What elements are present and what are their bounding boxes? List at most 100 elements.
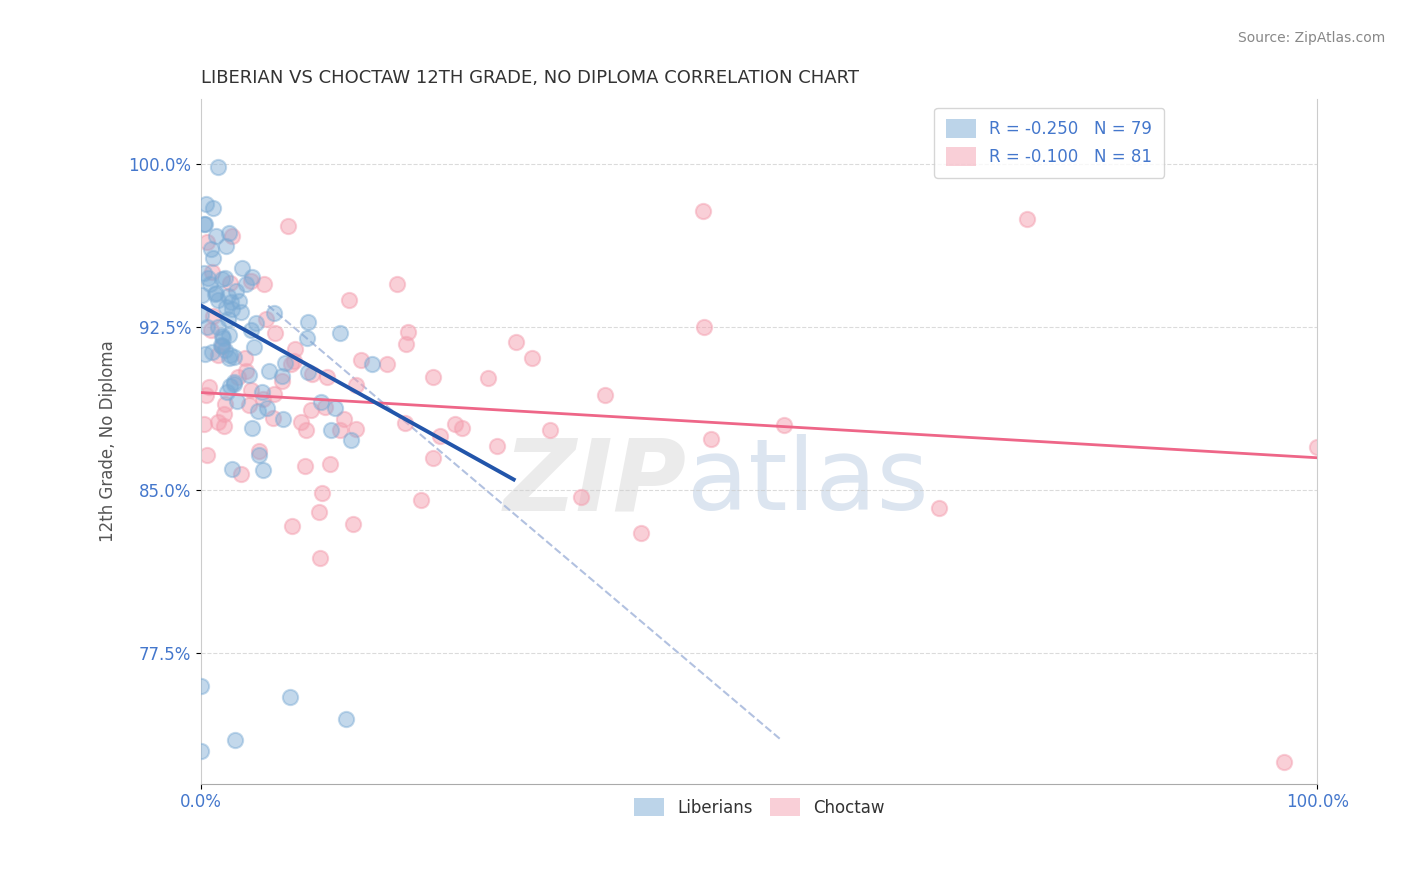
Point [395, 337, 418, 351]
Point [295, 331, 318, 345]
Point [218, 277, 240, 291]
Point [197, 319, 219, 334]
Point [218, 226, 240, 240]
Point [451, 421, 474, 435]
Point [229, 467, 252, 482]
Text: atlas: atlas [686, 434, 928, 531]
Point [190, 309, 212, 323]
Point [281, 519, 304, 533]
Point [198, 380, 221, 394]
Point [197, 271, 219, 285]
Point [277, 219, 299, 234]
Point [201, 201, 224, 215]
Y-axis label: 12th Grade, No Diploma: 12th Grade, No Diploma [100, 341, 117, 542]
Point [429, 429, 451, 443]
Point [411, 492, 433, 507]
Point [309, 395, 332, 409]
Point [256, 401, 278, 416]
Point [254, 311, 277, 326]
Point [242, 421, 264, 435]
Legend: Liberians, Choctaw: Liberians, Choctaw [627, 792, 891, 823]
Point [193, 266, 215, 280]
Point [349, 353, 371, 368]
Point [246, 404, 269, 418]
Point [238, 398, 260, 412]
Point [207, 320, 229, 334]
Point [211, 339, 233, 353]
Text: ZIP: ZIP [503, 434, 686, 531]
Point [191, 288, 214, 302]
Point [221, 301, 243, 316]
Point [240, 384, 263, 398]
Point [297, 315, 319, 329]
Point [204, 285, 226, 300]
Point [195, 388, 218, 402]
Point [214, 270, 236, 285]
Point [217, 289, 239, 303]
Point [245, 316, 267, 330]
Point [273, 412, 295, 426]
Text: Source: ZipAtlas.com: Source: ZipAtlas.com [1237, 31, 1385, 45]
Point [308, 505, 330, 519]
Point [928, 501, 950, 516]
Point [239, 323, 262, 337]
Point [340, 433, 363, 447]
Point [235, 364, 257, 378]
Point [314, 400, 336, 414]
Point [375, 357, 398, 371]
Point [193, 417, 215, 432]
Point [194, 347, 217, 361]
Point [211, 339, 233, 353]
Point [284, 342, 307, 356]
Point [218, 348, 240, 362]
Point [630, 525, 652, 540]
Point [311, 486, 333, 500]
Point [211, 331, 233, 345]
Point [247, 449, 270, 463]
Point [422, 450, 444, 465]
Point [209, 337, 232, 351]
Point [385, 277, 408, 292]
Point [444, 417, 467, 432]
Point [335, 712, 357, 726]
Point [699, 432, 721, 446]
Point [224, 351, 246, 365]
Point [297, 365, 319, 379]
Point [1272, 755, 1295, 769]
Point [214, 397, 236, 411]
Point [193, 217, 215, 231]
Point [201, 344, 224, 359]
Point [257, 364, 280, 378]
Point [394, 416, 416, 430]
Point [263, 306, 285, 320]
Point [344, 422, 367, 436]
Point [205, 229, 228, 244]
Point [294, 458, 316, 473]
Point [228, 293, 250, 308]
Point [217, 311, 239, 326]
Point [238, 368, 260, 382]
Point [342, 516, 364, 531]
Point [299, 403, 322, 417]
Point [263, 387, 285, 401]
Point [231, 260, 253, 275]
Point [197, 449, 219, 463]
Point [240, 270, 263, 285]
Point [201, 309, 224, 323]
Point [280, 690, 302, 704]
Point [225, 284, 247, 298]
Point [308, 550, 330, 565]
Point [193, 217, 215, 231]
Point [247, 444, 270, 458]
Point [224, 733, 246, 747]
Point [198, 277, 221, 291]
Point [243, 340, 266, 354]
Point [211, 272, 233, 286]
Point [280, 357, 302, 371]
Point [250, 385, 273, 400]
Point [200, 242, 222, 256]
Point [692, 204, 714, 219]
Point [190, 744, 212, 758]
Point [274, 356, 297, 370]
Point [505, 334, 527, 349]
